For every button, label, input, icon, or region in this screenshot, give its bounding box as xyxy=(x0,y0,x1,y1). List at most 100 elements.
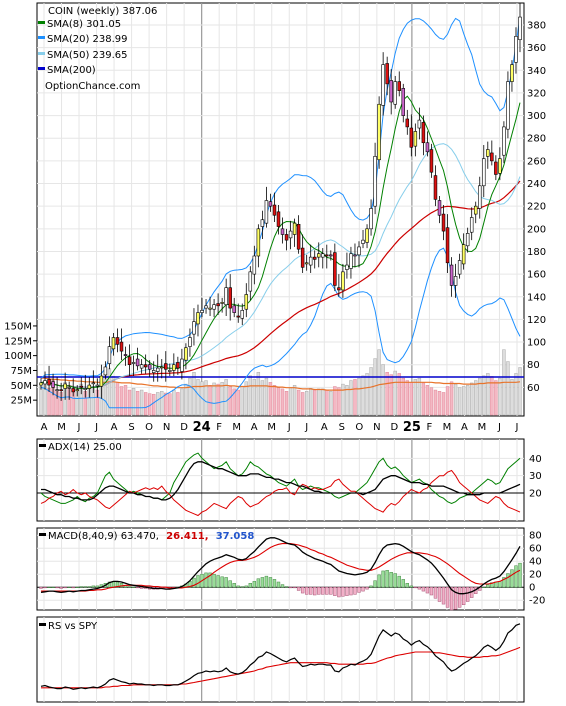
rs-line xyxy=(40,623,521,690)
volume-bar xyxy=(510,379,514,416)
macd-tick-label: 60 xyxy=(529,544,542,555)
macd-histogram-bar xyxy=(445,586,450,608)
volume-bar xyxy=(474,380,478,416)
x-axis-labels: A M J J A S O N D 24 F M A M J J A S O N D 25 F M A M J J xyxy=(41,420,519,435)
volume-bar xyxy=(329,391,333,416)
macd-tick-label: 20 xyxy=(529,570,542,581)
volume-bar xyxy=(127,389,132,416)
volume-bar xyxy=(188,377,192,416)
volume-bar xyxy=(192,372,196,416)
x-axis-label: F xyxy=(216,422,222,433)
price-tick-label: 380 xyxy=(527,20,546,31)
volume-bar xyxy=(482,375,486,416)
candle-body xyxy=(83,388,88,390)
minus-di-line xyxy=(40,469,521,517)
price-series xyxy=(39,3,522,409)
volume-bar xyxy=(309,388,313,416)
macd-histogram-bar xyxy=(43,586,47,589)
macd-histogram-bar xyxy=(321,586,325,595)
volume-tick-label: 25M xyxy=(11,396,32,407)
volume-bar xyxy=(341,383,345,416)
volume-bar xyxy=(176,392,180,416)
sma20-line xyxy=(40,143,521,388)
candle-body xyxy=(401,88,406,116)
x-axis-label: S xyxy=(128,422,134,433)
candle-body xyxy=(453,276,458,286)
macd-histogram-bar xyxy=(256,578,261,588)
macd-histogram-bar xyxy=(296,586,301,591)
candle-body xyxy=(111,337,116,350)
volume-bar xyxy=(139,389,144,416)
macd-histogram-bar xyxy=(276,581,281,588)
macd-histogram-bar xyxy=(79,586,83,588)
x-axis-label: A xyxy=(41,422,48,433)
candle-body xyxy=(143,364,148,368)
macd-histogram-bar xyxy=(490,582,494,588)
x-axis-label: D xyxy=(391,422,399,433)
volume-bar xyxy=(252,379,257,416)
candle-body xyxy=(369,208,373,230)
rs-legend: RS vs SPY xyxy=(39,621,98,632)
adx-legend: ADX(14) 25.00 xyxy=(39,442,122,453)
macd-histogram-bar xyxy=(232,583,236,588)
macd-histogram-bar xyxy=(284,586,289,588)
macd-histogram-bar xyxy=(486,584,490,588)
volume-bar xyxy=(208,385,212,416)
macd-histogram-bar xyxy=(413,586,418,589)
macd-histogram-bar xyxy=(393,573,397,588)
legend-swatch-sma200 xyxy=(38,67,45,70)
macd-histogram-bar xyxy=(268,577,273,588)
macd-histogram-bar xyxy=(260,577,265,588)
volume-bar xyxy=(47,388,51,416)
macd-histogram-bar xyxy=(506,573,510,588)
x-axis-label: D xyxy=(180,422,188,433)
macd-histogram-bar xyxy=(304,586,309,595)
macd-histogram-bar xyxy=(280,584,285,588)
macd-line xyxy=(40,537,521,595)
candle-body xyxy=(196,312,200,325)
volume-bar xyxy=(465,385,470,416)
volume-bar xyxy=(321,388,325,416)
candle-body xyxy=(47,379,51,386)
candle-body xyxy=(260,219,265,227)
volume-bar xyxy=(377,349,381,416)
x-axis-label: 25 xyxy=(403,420,421,435)
candle-body xyxy=(413,131,418,147)
volume-bar xyxy=(421,382,426,416)
candle-body xyxy=(212,304,216,310)
volume-bar xyxy=(381,364,385,416)
macd-histogram-bar xyxy=(498,581,502,588)
macd-histogram-bar xyxy=(377,574,381,588)
volume-bar xyxy=(228,386,232,416)
candle-body xyxy=(127,356,132,366)
candle-body xyxy=(216,303,220,307)
volume-bar xyxy=(429,387,434,416)
legend-swatch-sma50 xyxy=(38,52,45,55)
volume-bar xyxy=(461,386,466,416)
price-tick-label: 240 xyxy=(527,179,546,190)
upper-band-line xyxy=(40,16,521,379)
macd-legend: MACD(8,40,9) 63.470, 26.411, 37.058 xyxy=(39,531,254,542)
macd-tick-label: -20 xyxy=(529,596,545,607)
macd-histogram-bar xyxy=(63,586,67,589)
volume-bar xyxy=(490,376,494,416)
candle-body xyxy=(288,230,293,239)
x-axis-label: J xyxy=(515,422,519,433)
candle-body xyxy=(482,158,486,187)
price-tick-label: 260 xyxy=(527,156,546,167)
x-axis-label: J xyxy=(304,422,308,433)
volume-bar xyxy=(457,387,462,416)
candle-body xyxy=(256,228,261,257)
volume-bar xyxy=(288,387,293,416)
macd-histogram-bar xyxy=(482,586,486,588)
rs-average-line xyxy=(41,646,521,689)
legend-swatch-sma8 xyxy=(38,21,45,24)
volume-bar xyxy=(196,379,200,416)
macd-histogram-bar xyxy=(91,585,96,588)
volume-bar xyxy=(401,377,405,416)
macd-histogram-bar xyxy=(369,585,373,588)
adx-tick-label: 30 xyxy=(529,471,542,482)
x-axis-label: A xyxy=(461,422,468,433)
macd-histogram-bar xyxy=(457,586,462,608)
candle-body xyxy=(180,358,184,372)
